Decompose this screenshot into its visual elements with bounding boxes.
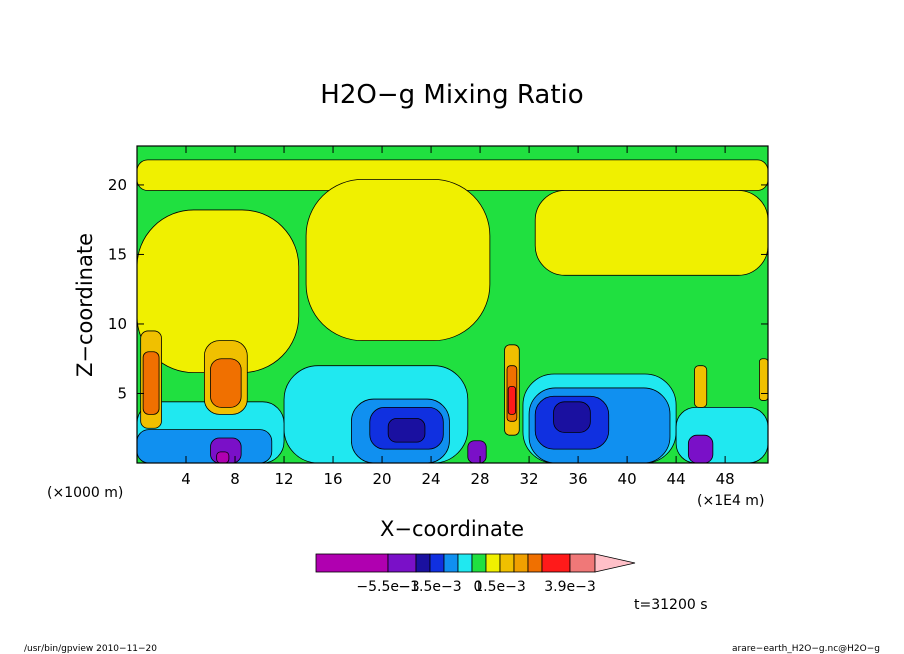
colorbar-segment xyxy=(457,553,473,573)
colorbar-segment xyxy=(513,553,529,573)
x-unit-label: (×1000 m) xyxy=(47,485,123,501)
x-tick-label: 24 xyxy=(422,470,441,488)
contour-region-orange xyxy=(142,351,160,415)
x-tick-label: 8 xyxy=(230,470,240,488)
contour-region-purple xyxy=(467,440,487,463)
footer-right: arare−earth_H2O−g.nc@H2O−g xyxy=(732,644,880,654)
colorbar-label: 0 xyxy=(474,579,483,595)
plot-frame xyxy=(136,145,769,464)
contour-region-lightblue xyxy=(137,429,273,463)
x-tick-label: 4 xyxy=(181,470,191,488)
contour-region-magenta xyxy=(216,451,230,463)
colorbar-segment xyxy=(429,553,445,573)
colorbar-segment xyxy=(485,553,501,573)
contour-region-purple xyxy=(687,434,714,463)
time-label: t=31200 s xyxy=(634,597,708,613)
colorbar-segment xyxy=(527,553,543,573)
x-tick-label: 44 xyxy=(667,470,686,488)
colorbar-segment xyxy=(471,553,487,573)
y-tick-label: 10 xyxy=(108,315,127,333)
y-axis-ticks: 5 10 15 20 xyxy=(108,176,768,402)
colorbar-label: 3.9e−3 xyxy=(544,579,596,595)
contour-region-orange xyxy=(210,358,242,408)
contour-region-yellow xyxy=(534,190,768,276)
contour-region-yellow xyxy=(305,178,491,342)
colorbar-segment xyxy=(315,553,389,573)
colorbar-arrow xyxy=(594,553,636,573)
colorbar-labels: −5.5e−3−1.5e−3 01.5e−3 3.9e−3 xyxy=(356,579,595,595)
x-tick-label: 12 xyxy=(274,470,293,488)
colorbar xyxy=(315,553,636,573)
colorbar-segment xyxy=(415,553,431,573)
x-tick-label: 32 xyxy=(520,470,539,488)
x-tick-label: 36 xyxy=(569,470,588,488)
x-tick-label: 28 xyxy=(471,470,490,488)
colorbar-segment xyxy=(569,553,596,573)
contour-region-navy xyxy=(387,418,426,443)
y-tick-label: 20 xyxy=(108,176,127,194)
contour-region-navy xyxy=(553,401,591,433)
x-tick-label: 40 xyxy=(618,470,637,488)
colorbar-label: −1.5e−3 xyxy=(398,579,461,595)
x-scale-note: (×1E4 m) xyxy=(697,493,764,509)
contour-region-lightorange xyxy=(694,365,708,408)
colorbar-segment xyxy=(541,553,571,573)
colorbar-segment xyxy=(387,553,417,573)
y-axis-title: Z−coordinate xyxy=(73,233,97,377)
y-tick-label: 5 xyxy=(117,384,127,402)
colorbar-label: −5.5e−3 xyxy=(356,579,419,595)
x-axis-ticks: 4 8 12 16 20 24 28 32 36 40 44 48 xyxy=(181,146,735,488)
colorbar-label: 1.5e−3 xyxy=(474,579,526,595)
chart-title: H2O−g Mixing Ratio xyxy=(320,80,583,110)
contour-region-lightorange xyxy=(759,358,768,401)
colorbar-segment xyxy=(443,553,459,573)
contour-region-red xyxy=(507,386,516,415)
x-axis-title: X−coordinate xyxy=(380,517,524,541)
x-tick-label: 16 xyxy=(323,470,342,488)
x-tick-label: 48 xyxy=(716,470,735,488)
colorbar-segment xyxy=(499,553,515,573)
y-tick-label: 15 xyxy=(108,245,127,263)
contour-fill xyxy=(137,146,768,463)
footer-left: /usr/bin/gpview 2010−11−20 xyxy=(24,644,157,654)
x-tick-label: 20 xyxy=(373,470,392,488)
